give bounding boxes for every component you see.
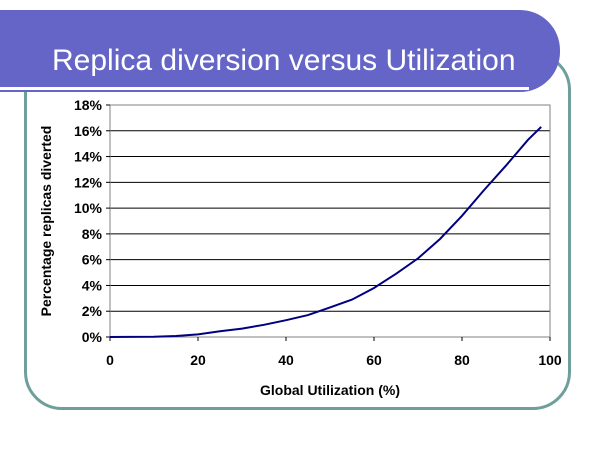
title-band bbox=[0, 10, 560, 92]
x-tick-label: 60 bbox=[366, 352, 382, 368]
x-axis-label: Global Utilization (%) bbox=[260, 382, 400, 398]
y-tick-label: 10% bbox=[74, 200, 103, 216]
x-tick-label: 80 bbox=[454, 352, 470, 368]
y-tick-label: 0% bbox=[82, 329, 103, 345]
y-tick-label: 2% bbox=[82, 303, 103, 319]
y-axis-label: Percentage replicas diverted bbox=[38, 126, 54, 317]
plot-area bbox=[109, 104, 551, 338]
grid-layer bbox=[110, 104, 550, 338]
title-underline bbox=[0, 87, 529, 90]
y-tick-label: 16% bbox=[74, 123, 103, 139]
y-tick-label: 8% bbox=[82, 226, 103, 242]
series-line bbox=[109, 126, 542, 338]
x-axis-ticks: 0 20 40 60 80 100 bbox=[106, 337, 562, 368]
y-tick-label: 18% bbox=[74, 97, 103, 113]
y-tick-label: 4% bbox=[82, 277, 103, 293]
y-axis-ticks: 0% 2% 4% 6% 8% 10% 12% 14% 16% 18% bbox=[74, 97, 110, 345]
x-tick-label: 0 bbox=[106, 352, 114, 368]
x-tick-label: 100 bbox=[538, 352, 562, 368]
y-tick-label: 14% bbox=[74, 149, 103, 165]
x-tick-label: 20 bbox=[190, 352, 206, 368]
x-tick-label: 40 bbox=[278, 352, 294, 368]
y-tick-label: 6% bbox=[82, 252, 103, 268]
y-tick-label: 12% bbox=[74, 174, 103, 190]
slide-title: Replica diversion versus Utilization bbox=[52, 44, 516, 77]
